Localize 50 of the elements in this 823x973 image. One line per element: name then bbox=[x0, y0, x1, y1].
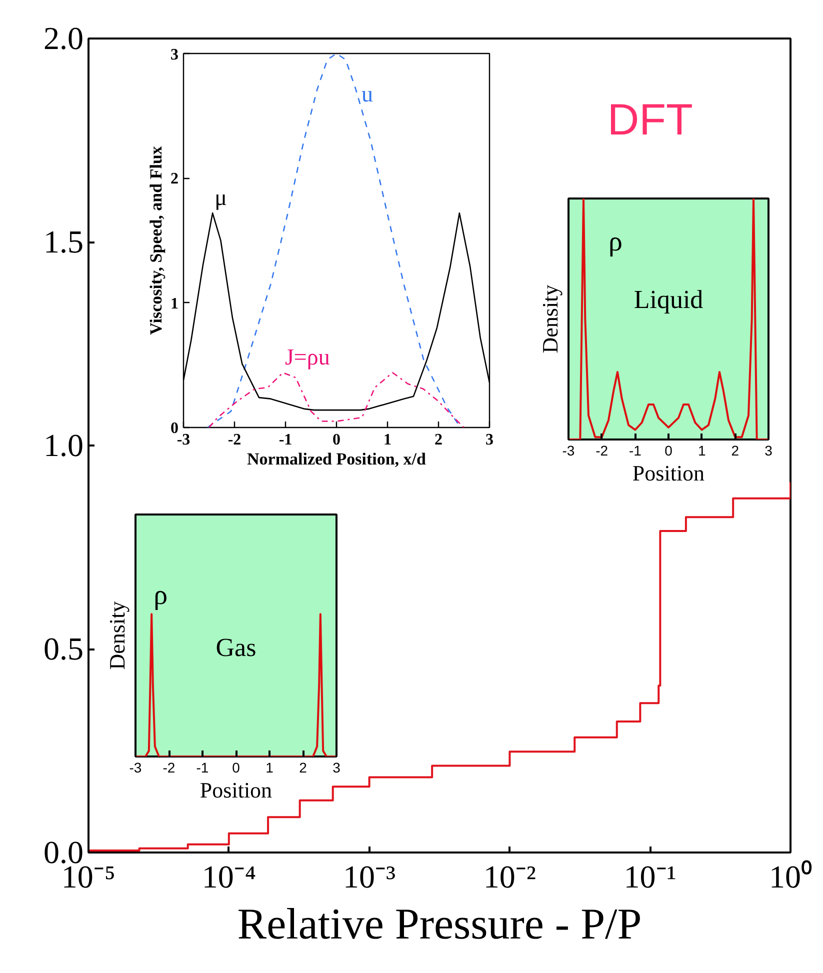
annotation: DFT bbox=[607, 95, 693, 144]
x-tick-label: 1 bbox=[698, 442, 706, 458]
annotation: Gas bbox=[216, 633, 256, 662]
x-tick-label: -3 bbox=[562, 442, 575, 458]
x-tick-label: -2 bbox=[162, 760, 176, 776]
y-axis-title: Density bbox=[104, 601, 130, 670]
x-axis-title: Relative Pressure - P/P bbox=[237, 900, 642, 948]
y-tick-label: 3 bbox=[170, 46, 178, 64]
y-axis-title: Density bbox=[538, 284, 562, 354]
x-tick-label: 3 bbox=[764, 442, 773, 458]
x-tick-label: -3 bbox=[129, 760, 142, 776]
x-tick-label: -2 bbox=[228, 432, 242, 448]
series-label: ρ bbox=[608, 226, 622, 258]
x-tick-label: 0 bbox=[664, 442, 673, 458]
y-tick-label: 1.5 bbox=[44, 224, 84, 260]
y-tick-label: 0 bbox=[170, 420, 178, 437]
x-tick-label: -1 bbox=[628, 442, 642, 458]
x-axis-title: Position bbox=[200, 778, 272, 802]
x-tick-label: 1 bbox=[384, 432, 392, 448]
x-tick-label: 3 bbox=[486, 432, 494, 448]
x-tick-label: 1 bbox=[266, 760, 274, 776]
x-tick-label: 0 bbox=[232, 760, 240, 776]
line-series bbox=[208, 372, 465, 428]
y-tick-label: 2 bbox=[170, 170, 178, 188]
series-label: J=ρu bbox=[284, 344, 330, 370]
x-axis-title: Position bbox=[632, 460, 705, 486]
series-label: ρ bbox=[154, 580, 168, 612]
y-tick-label: 2.0 bbox=[44, 20, 84, 56]
x-tick-label: 0 bbox=[332, 432, 340, 448]
series-label: μ bbox=[214, 185, 227, 210]
y-axis-title: Viscosity, Speed, and Flux bbox=[146, 146, 166, 335]
y-tick-label: 1 bbox=[170, 295, 178, 312]
x-axis-title: Normalized Position, x/d bbox=[247, 450, 427, 468]
x-tick-label: -1 bbox=[278, 432, 292, 448]
x-tick-label: 2 bbox=[299, 760, 308, 776]
x-tick-label: 10⁻² bbox=[483, 858, 536, 894]
y-tick-label: 0.5 bbox=[44, 630, 84, 666]
y-tick-label: 1.0 bbox=[44, 427, 84, 463]
x-tick-label: 2 bbox=[434, 432, 442, 448]
x-tick-label: 2 bbox=[731, 442, 740, 458]
x-tick-label: 3 bbox=[332, 760, 341, 776]
x-tick-label: 10⁻⁴ bbox=[202, 858, 256, 894]
x-tick-label: -2 bbox=[596, 442, 608, 458]
x-tick-label: 10⁻³ bbox=[343, 858, 396, 894]
x-tick-label: 10⁰ bbox=[769, 858, 812, 894]
x-tick-label: -3 bbox=[176, 432, 190, 448]
x-tick-label: -1 bbox=[196, 760, 209, 776]
annotation: Liquid bbox=[634, 285, 704, 314]
x-tick-label: 10⁻¹ bbox=[624, 858, 676, 894]
series-label: u bbox=[362, 82, 374, 106]
